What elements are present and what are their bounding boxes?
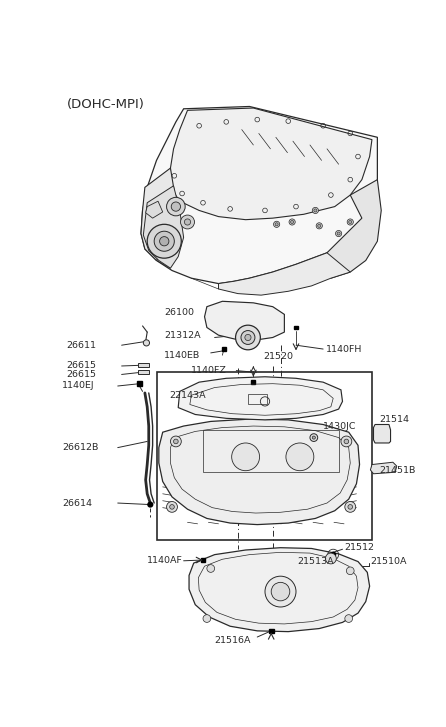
Text: 1140FZ: 1140FZ (191, 366, 227, 375)
Bar (137, 382, 142, 386)
Circle shape (349, 220, 352, 223)
Bar (201, 558, 205, 562)
Circle shape (160, 236, 169, 246)
Circle shape (181, 215, 194, 229)
Polygon shape (373, 425, 391, 443)
Bar (157, 372, 372, 540)
Circle shape (330, 552, 336, 558)
Circle shape (286, 443, 314, 470)
Circle shape (143, 340, 149, 346)
Circle shape (318, 225, 321, 228)
Bar (248, 394, 267, 404)
Circle shape (265, 577, 296, 607)
Polygon shape (170, 108, 372, 220)
Polygon shape (327, 180, 381, 278)
Circle shape (348, 505, 353, 509)
Text: 26615: 26615 (66, 370, 97, 379)
Bar (269, 629, 273, 633)
Bar (203, 430, 339, 473)
Text: 1140EJ: 1140EJ (62, 382, 95, 390)
Circle shape (316, 222, 322, 229)
Circle shape (345, 502, 355, 513)
Text: 21512: 21512 (344, 543, 374, 553)
Bar (138, 370, 149, 374)
Text: 21514: 21514 (380, 415, 410, 425)
Circle shape (271, 582, 290, 601)
Polygon shape (178, 377, 343, 420)
Circle shape (231, 443, 260, 470)
Circle shape (291, 220, 293, 223)
Circle shape (207, 565, 215, 572)
Text: 26615: 26615 (66, 361, 97, 371)
Polygon shape (141, 168, 176, 260)
Text: 26611: 26611 (66, 341, 97, 350)
Text: 21520: 21520 (264, 353, 293, 361)
Circle shape (344, 439, 349, 443)
Circle shape (312, 207, 318, 214)
Text: 1430JC: 1430JC (323, 422, 357, 430)
Text: 26100: 26100 (164, 308, 194, 316)
Circle shape (171, 202, 181, 212)
Polygon shape (205, 301, 285, 340)
Text: 21510A: 21510A (370, 557, 407, 566)
Circle shape (310, 434, 318, 441)
Circle shape (335, 230, 342, 236)
Polygon shape (146, 201, 163, 218)
Polygon shape (159, 419, 359, 525)
Text: (DOHC-MPI): (DOHC-MPI) (66, 97, 145, 111)
Polygon shape (143, 186, 184, 268)
Circle shape (166, 197, 185, 216)
Polygon shape (219, 253, 350, 295)
Text: 1140AF: 1140AF (147, 556, 183, 566)
Circle shape (312, 436, 315, 439)
Polygon shape (370, 462, 397, 474)
Circle shape (273, 221, 280, 228)
Circle shape (154, 231, 174, 252)
Text: 1140FH: 1140FH (326, 345, 362, 353)
Text: 22143A: 22143A (169, 390, 206, 400)
Polygon shape (141, 106, 377, 284)
Circle shape (203, 615, 211, 622)
Polygon shape (189, 547, 370, 632)
Circle shape (345, 615, 353, 622)
Text: 21513A: 21513A (297, 557, 334, 566)
Text: 21312A: 21312A (164, 331, 201, 340)
Circle shape (245, 334, 251, 340)
Text: 21451B: 21451B (380, 466, 416, 475)
Text: 1140EB: 1140EB (164, 350, 201, 360)
Circle shape (341, 436, 352, 447)
Circle shape (170, 436, 182, 447)
Circle shape (289, 219, 295, 225)
Circle shape (235, 325, 260, 350)
Circle shape (337, 232, 340, 235)
Circle shape (169, 505, 174, 509)
Text: 26612B: 26612B (62, 443, 98, 452)
Circle shape (166, 502, 178, 513)
Circle shape (314, 209, 317, 212)
Circle shape (347, 567, 354, 574)
Circle shape (147, 502, 153, 507)
Bar (252, 380, 255, 384)
Circle shape (173, 439, 178, 443)
Bar (294, 326, 298, 329)
Text: 26614: 26614 (62, 499, 92, 507)
Circle shape (326, 553, 336, 564)
Bar (138, 363, 149, 366)
Circle shape (184, 219, 190, 225)
Circle shape (147, 225, 182, 258)
Circle shape (275, 222, 278, 226)
Bar (222, 347, 226, 351)
Circle shape (347, 219, 353, 225)
Circle shape (241, 331, 255, 345)
Text: 21516A: 21516A (215, 635, 251, 645)
